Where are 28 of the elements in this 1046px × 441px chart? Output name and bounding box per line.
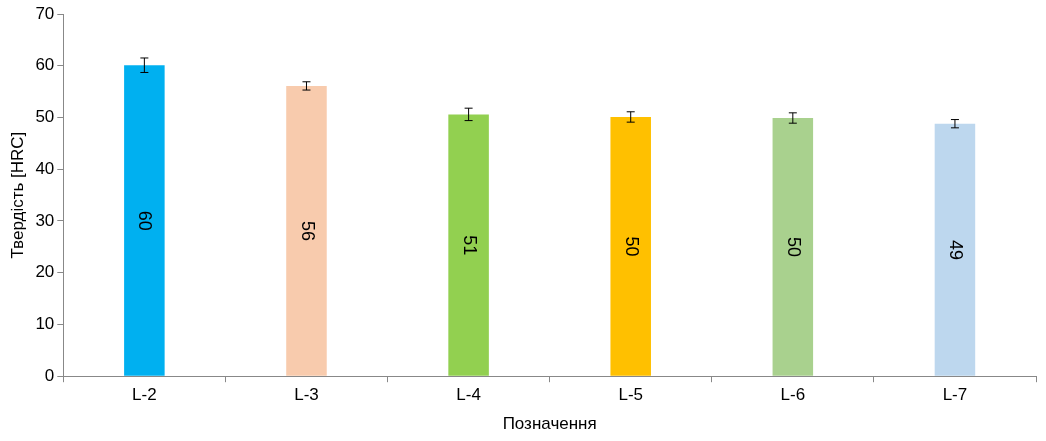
x-tick-label: L-2 <box>132 385 157 405</box>
bar <box>124 65 165 376</box>
data-label: 50 <box>783 237 804 258</box>
x-tick-label: L-7 <box>942 385 968 405</box>
y-axis-title: Твердість [HRC] <box>7 131 27 259</box>
x-tick-label: L-4 <box>456 385 481 405</box>
x-axis-title: Позначення <box>502 414 597 434</box>
y-tick-label: 50 <box>35 107 55 127</box>
y-tick-label: 10 <box>35 314 55 334</box>
y-tick-label: 20 <box>35 262 55 282</box>
data-label: 51 <box>459 235 480 256</box>
y-tick-label: 60 <box>35 55 55 75</box>
bar <box>286 85 327 376</box>
y-tick-label: 70 <box>35 3 55 23</box>
bar <box>934 123 976 376</box>
data-label: 49 <box>945 239 966 260</box>
data-label: 50 <box>621 236 642 257</box>
y-tick-label: 40 <box>35 158 55 178</box>
bar <box>448 114 489 376</box>
data-label: 56 <box>297 221 318 242</box>
y-tick-label: 30 <box>35 210 55 230</box>
x-tick-label: L-3 <box>294 385 319 405</box>
data-label: 60 <box>135 210 156 231</box>
x-tick-label: L-5 <box>618 385 643 405</box>
bar <box>772 118 814 376</box>
y-tick-label: 0 <box>44 365 55 385</box>
x-tick-label: L-6 <box>780 385 806 405</box>
bar <box>610 116 651 376</box>
